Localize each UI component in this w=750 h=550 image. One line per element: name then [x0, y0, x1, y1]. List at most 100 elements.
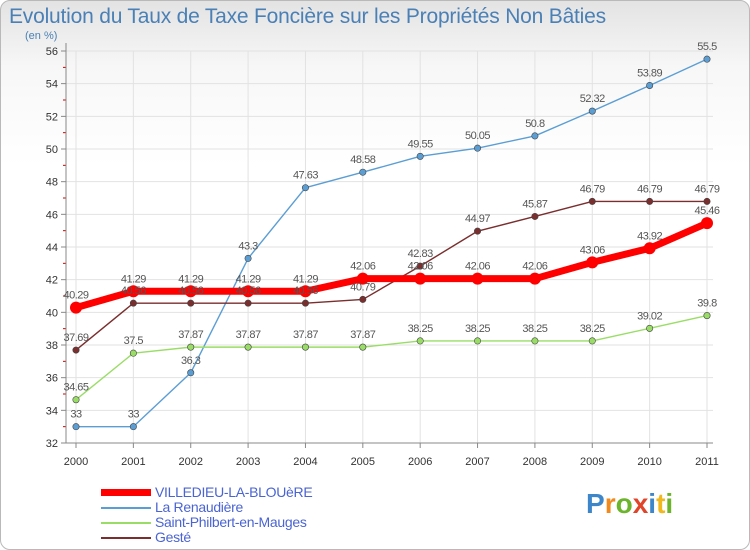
- logo-letter: i: [665, 488, 674, 519]
- data-label: 55.5: [697, 41, 717, 53]
- legend-swatch: [101, 522, 151, 524]
- data-point: [242, 285, 255, 298]
- data-point: [588, 197, 596, 205]
- data-label: 43.3: [238, 240, 258, 252]
- data-label: 37.69: [63, 332, 88, 344]
- data-point: [416, 262, 424, 270]
- data-point: [474, 227, 482, 235]
- y-tick-label: 42: [46, 275, 58, 287]
- data-point: [588, 337, 596, 345]
- data-point: [127, 285, 140, 298]
- data-point: [414, 272, 427, 285]
- data-label: 40.56: [121, 285, 146, 297]
- x-tick-label: 2010: [637, 456, 661, 468]
- data-label: 41.29: [293, 273, 318, 285]
- logo-letter: o: [615, 488, 633, 519]
- data-point: [703, 197, 711, 205]
- data-label: 42.06: [465, 261, 490, 273]
- data-point: [701, 217, 713, 230]
- proxiti-logo: Proxiti: [586, 488, 673, 520]
- x-tick-label: 2009: [580, 456, 604, 468]
- data-label: 39.02: [637, 310, 662, 322]
- y-tick-label: 40: [46, 307, 58, 319]
- data-point: [129, 423, 137, 431]
- data-label: 50.05: [465, 130, 490, 142]
- data-point: [244, 254, 252, 262]
- x-tick-label: 2007: [465, 456, 489, 468]
- y-tick-label: 46: [46, 209, 58, 221]
- data-point: [359, 168, 367, 176]
- data-label: 37.87: [236, 329, 261, 341]
- y-tick-label: 54: [46, 79, 58, 91]
- data-label: 40.29: [63, 290, 88, 302]
- data-point: [244, 343, 252, 351]
- data-point: [129, 299, 137, 307]
- data-label: 45.46: [694, 205, 719, 217]
- data-label: 46.79: [694, 183, 719, 195]
- y-tick-label: 32: [46, 438, 58, 450]
- data-point: [359, 343, 367, 351]
- data-point: [474, 144, 482, 152]
- x-tick-label: 2004: [293, 456, 317, 468]
- data-label: 46.79: [637, 183, 662, 195]
- data-label: 42.83: [408, 248, 433, 260]
- data-label: 53.89: [637, 67, 662, 79]
- data-point: [586, 256, 599, 269]
- x-tick-label: 2006: [408, 456, 432, 468]
- data-label: 36.3: [181, 355, 201, 367]
- legend-swatch: [101, 489, 151, 496]
- data-point: [301, 299, 309, 307]
- data-label: 33: [70, 409, 82, 421]
- data-point: [703, 312, 711, 320]
- data-point: [72, 346, 80, 354]
- data-point: [531, 212, 539, 220]
- data-label: 33: [128, 409, 140, 421]
- data-point: [187, 299, 195, 307]
- data-point: [703, 55, 711, 63]
- data-label: 40.56: [236, 285, 261, 297]
- data-label: 41.29: [178, 273, 203, 285]
- legend-swatch: [101, 507, 151, 509]
- data-label: 49.55: [408, 138, 433, 150]
- data-label: 43.92: [637, 230, 662, 242]
- data-point: [129, 349, 137, 357]
- data-point: [643, 242, 656, 255]
- data-point: [416, 152, 424, 160]
- data-point: [299, 285, 312, 298]
- y-tick-label: 38: [46, 340, 58, 352]
- legend-label: La Renaudière: [155, 499, 243, 515]
- data-label: 34.65: [63, 382, 88, 394]
- data-label: 40.56: [293, 285, 318, 297]
- logo-letter: x: [632, 488, 649, 519]
- logo-letter: i: [648, 488, 657, 519]
- data-label: 47.63: [293, 170, 318, 182]
- data-label: 41.29: [121, 273, 146, 285]
- x-tick-label: 2005: [351, 456, 375, 468]
- x-tick-label: 2008: [523, 456, 547, 468]
- data-point: [72, 396, 80, 404]
- data-label: 37.5: [124, 335, 144, 347]
- data-point: [471, 272, 484, 285]
- data-point: [359, 295, 367, 303]
- y-tick-label: 34: [46, 405, 58, 417]
- data-point: [184, 285, 197, 298]
- data-point: [356, 272, 369, 285]
- data-label: 38.25: [465, 323, 490, 335]
- logo-letter: t: [656, 488, 666, 519]
- legend-label: Saint-Philbert-en-Mauges: [155, 514, 307, 530]
- data-point: [187, 343, 195, 351]
- y-tick-label: 50: [46, 144, 58, 156]
- data-point: [646, 81, 654, 89]
- data-point: [70, 301, 82, 314]
- data-point: [301, 343, 309, 351]
- data-point: [646, 324, 654, 332]
- data-label: 42.06: [522, 261, 547, 273]
- legend-label: Gesté: [155, 529, 191, 545]
- data-label: 40.56: [178, 285, 203, 297]
- series-line: [75, 314, 708, 401]
- data-point: [531, 337, 539, 345]
- data-label: 38.25: [408, 323, 433, 335]
- data-label: 38.25: [522, 323, 547, 335]
- x-tick-label: 2002: [178, 456, 202, 468]
